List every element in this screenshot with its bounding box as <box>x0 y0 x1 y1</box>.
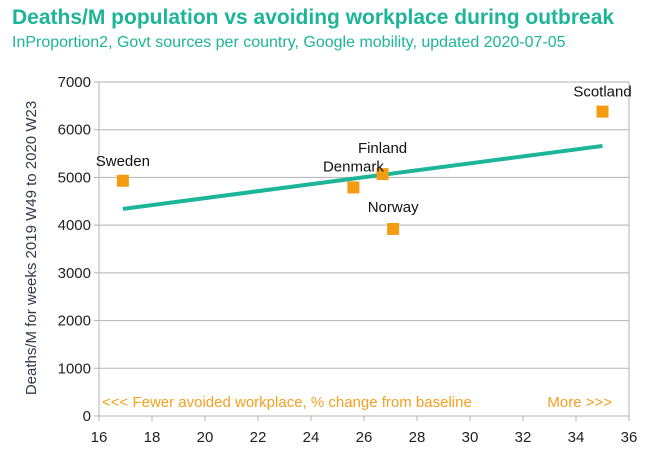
y-tick-label: 4000 <box>58 217 91 234</box>
trendline <box>122 143 603 211</box>
point-label-norway: Norway <box>368 199 419 216</box>
y-tick-label: 2000 <box>58 313 91 330</box>
point-label-scotland: Scotland <box>573 84 631 101</box>
trendline-group <box>122 143 603 211</box>
x-tick-label: 34 <box>568 429 585 446</box>
y-tick-label: 5000 <box>58 169 91 186</box>
x-tick-label: 30 <box>462 429 479 446</box>
annotation-right: More >>> <box>547 394 612 411</box>
x-tick-label: 26 <box>356 429 373 446</box>
data-point-sweden <box>116 174 129 187</box>
plot-border <box>98 81 630 417</box>
x-tick-label: 20 <box>197 429 214 446</box>
y-tick-label: 3000 <box>58 265 91 282</box>
x-tick-label: 16 <box>91 429 108 446</box>
x-tick-label: 28 <box>409 429 426 446</box>
x-tick-label: 22 <box>250 429 267 446</box>
y-tick-label: 7000 <box>58 74 91 91</box>
x-tick-label: 18 <box>144 429 161 446</box>
chart-subtitle: InProportion2, Govt sources per country,… <box>12 34 566 51</box>
y-tick-label: 6000 <box>58 122 91 139</box>
x-tick-label: 36 <box>621 429 638 446</box>
y-tick-label: 1000 <box>58 360 91 377</box>
tick-labels: 0 1000 2000 3000 4000 5000 6000 7000 16 18 20 22 24 2… <box>58 74 638 446</box>
point-label-finland: Finland <box>358 140 407 157</box>
point-label-sweden: Sweden <box>96 153 150 170</box>
x-tick-label: 32 <box>515 429 532 446</box>
data-point-denmark <box>347 181 360 194</box>
annotation-left: <<< Fewer avoided workplace, % change fr… <box>102 394 472 411</box>
axes <box>94 81 630 421</box>
x-tick-label: 24 <box>303 429 320 446</box>
data-point-norway <box>387 222 400 235</box>
chart-title: Deaths/M population vs avoiding workplac… <box>12 6 615 29</box>
y-axis-title: Deaths/M for weeks 2019 W49 to 2020 W23 <box>23 101 40 395</box>
data-point-scotland <box>596 105 609 118</box>
data-point-finland <box>376 168 389 181</box>
y-tick-label: 0 <box>83 408 91 425</box>
data-points <box>116 105 609 235</box>
grid-lines <box>99 81 629 369</box>
point-label-denmark: Denmark <box>323 158 384 175</box>
